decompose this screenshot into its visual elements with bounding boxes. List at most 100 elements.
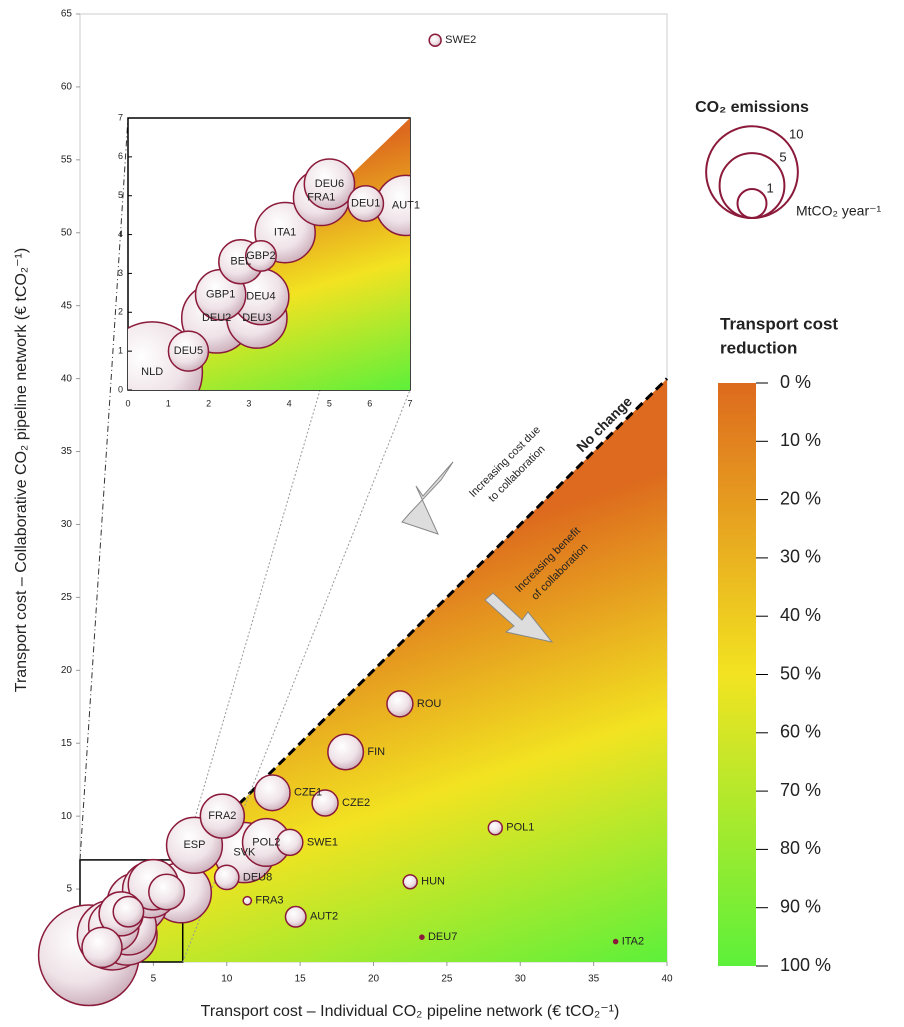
inset-x-tick-label: 0 [125,398,130,408]
y-tick-label: 40 [61,373,73,384]
bubble-label: ESP [183,839,205,851]
bubble-label: GBP1 [206,289,235,301]
y-tick-label: 50 [61,227,73,238]
y-tick-label: 5 [66,884,72,895]
bubble-label: FRA3 [255,895,283,907]
colorbar-tick-label: 0 % [780,372,811,392]
y-tick-label: 20 [61,665,73,676]
inset-plot: NLD DEU2 AUT1 DEU3 ITA1 DEU4 FRA1 GBP1 DEU6 BEL DE… [118,112,420,408]
size-legend-title: CO₂ emissions [695,99,809,116]
colorbar-tick-label: 40 % [780,605,821,625]
bubble-label: CZE2 [342,797,370,809]
x-tick-label: 20 [368,974,380,985]
size-legend-label: 1 [766,180,773,195]
inset-x-tick-label: 1 [166,398,171,408]
bubble-label: AUT1 [392,199,420,211]
bubble-label: DEU7 [428,931,457,943]
y-tick-label: 25 [61,592,73,603]
bubble [487,820,504,836]
bubble-label: SWE1 [307,836,338,848]
inset-y-tick-label: 3 [118,268,123,278]
x-axis-label: Transport cost – Individual CO₂ pipeline… [201,1003,620,1020]
bubble [612,938,619,945]
colorbar-tick-label: 100 % [780,955,831,975]
colorbar-tick-label: 80 % [780,838,821,858]
connector [182,389,411,963]
inset-y-tick-label: 7 [118,112,123,122]
inset-x-tick-label: 2 [206,398,211,408]
x-tick-label: 5 [151,974,157,985]
bubble [276,828,304,857]
bubble [419,934,425,941]
no-change-line [78,377,669,964]
y-tick-label: 30 [61,519,73,530]
bubble-label: DEU2 [202,312,231,324]
y-tick-label: 15 [61,738,73,749]
bubble-label: ITA1 [274,227,296,239]
bubble [311,789,339,817]
bubble-label: CZE1 [294,787,322,799]
bubble-label: DEU3 [242,312,271,324]
x-tick-label: 15 [295,974,307,985]
y-tick-label: 55 [61,154,73,165]
arrow-up [401,461,454,535]
inset-content [128,118,410,390]
x-tick-label: 40 [661,974,673,985]
bubble [303,158,356,210]
y-tick-label: 65 [61,9,73,20]
bubble-label: DEU6 [315,178,344,190]
x-tick-label: 35 [588,974,600,985]
size-legend-label: 5 [779,150,786,165]
bubble [327,733,365,771]
inset-x-tick-label: 4 [287,398,292,408]
y-tick-label: 35 [61,446,73,457]
size-legend-circle [736,188,768,219]
bubble-label: POL1 [506,822,534,834]
x-tick-label: 25 [441,974,453,985]
bubble-label: ROU [417,698,442,710]
bubble-label: DEU5 [174,345,203,357]
inset-y-tick-label: 5 [118,190,123,200]
bubble-label: FIN [367,746,385,758]
bubble-label: ITA2 [622,935,644,947]
bubble-label: SVK [233,847,256,859]
connector [182,389,321,861]
colorbar [718,383,756,966]
bubble [253,774,291,812]
colorbar-tick-label: 20 % [780,488,821,508]
colorbar-tick-label: 60 % [780,722,821,742]
inset-y-tick-label: 6 [118,151,123,161]
colorbar-tick-label: 70 % [780,780,821,800]
y-tick-label: 10 [61,811,73,822]
bubble [112,895,145,928]
bubble [199,793,246,839]
bubble [284,905,307,928]
arrow-down [484,592,554,643]
bubble-label: NLD [141,366,163,378]
inset-x-tick-label: 7 [407,398,412,408]
bubble-label: DEU4 [246,291,275,303]
colorbar-tick-label: 30 % [780,547,821,567]
bubble [81,926,123,969]
colorbar-tick-label: 90 % [780,896,821,916]
colorbar-tick-label: 50 % [780,663,821,683]
bubble [386,690,414,718]
bubble-label: SWE2 [445,34,476,46]
colorbar-tick-label: 10 % [780,430,821,450]
bubble [347,184,385,222]
bubble-label: DEU1 [351,197,380,209]
colorbar-title: Transport cost [720,314,838,333]
size-legend-unit: MtCO₂ year⁻¹ [796,203,882,219]
bubble [402,874,418,890]
x-tick-label: 10 [221,974,233,985]
bubble-label: DEU8 [243,871,272,883]
inset-y-tick-label: 0 [118,384,123,394]
bubble [213,864,240,891]
size-legend-circle [705,125,799,219]
bubble-label: POL2 [252,836,280,848]
y-axis-label: Transport cost – Collaborative CO₂ pipel… [13,248,30,692]
bubble-label: FRA2 [208,810,236,822]
bubble-label: AUT2 [310,911,338,923]
bubble-label: FRA1 [307,192,335,204]
inset-x-tick-label: 6 [367,398,372,408]
